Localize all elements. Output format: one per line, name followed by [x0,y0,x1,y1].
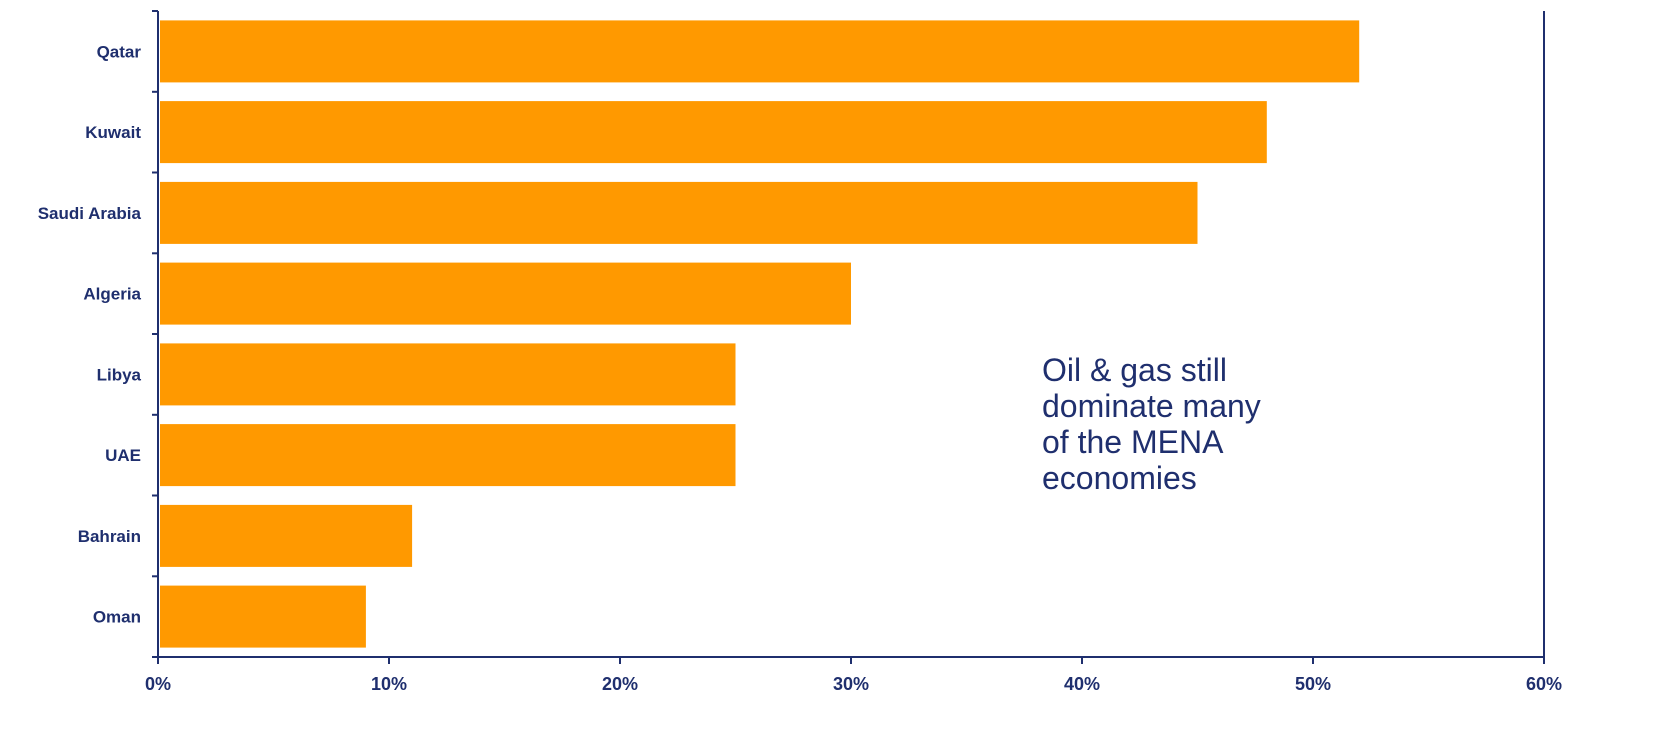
bar-uae [160,424,736,487]
category-label: Algeria [83,285,141,304]
chart-annotation: Oil & gas still dominate many of the MEN… [1042,352,1261,496]
bar-libya [160,343,736,406]
category-label: Oman [93,608,141,627]
bar-saudi-arabia [160,181,1198,244]
bar-qatar [160,20,1360,83]
category-label: Qatar [97,42,142,61]
category-label: Saudi Arabia [38,204,142,223]
category-label: UAE [105,446,141,465]
x-tick-label: 10% [371,674,407,694]
axes-group [152,10,1545,664]
x-tick-label: 30% [833,674,869,694]
x-tick-label: 50% [1295,674,1331,694]
x-tick-label: 20% [602,674,638,694]
bar-algeria [160,262,851,325]
bars-group [160,20,1360,648]
x-tick-label: 0% [145,674,171,694]
category-label: Kuwait [85,123,141,142]
category-label: Bahrain [78,527,141,546]
x-tick-label: 60% [1526,674,1562,694]
bar-kuwait [160,101,1267,164]
category-label: Libya [97,365,142,384]
bar-oman [160,585,366,648]
category-labels-group: Qatar Kuwait Saudi Arabia Algeria Libya UAE Ba… [38,42,142,626]
tick-labels-group: 0% 10% 20% 30% 40% 50% 60% [145,674,1562,694]
bar-bahrain [160,504,413,567]
x-tick-label: 40% [1064,674,1100,694]
